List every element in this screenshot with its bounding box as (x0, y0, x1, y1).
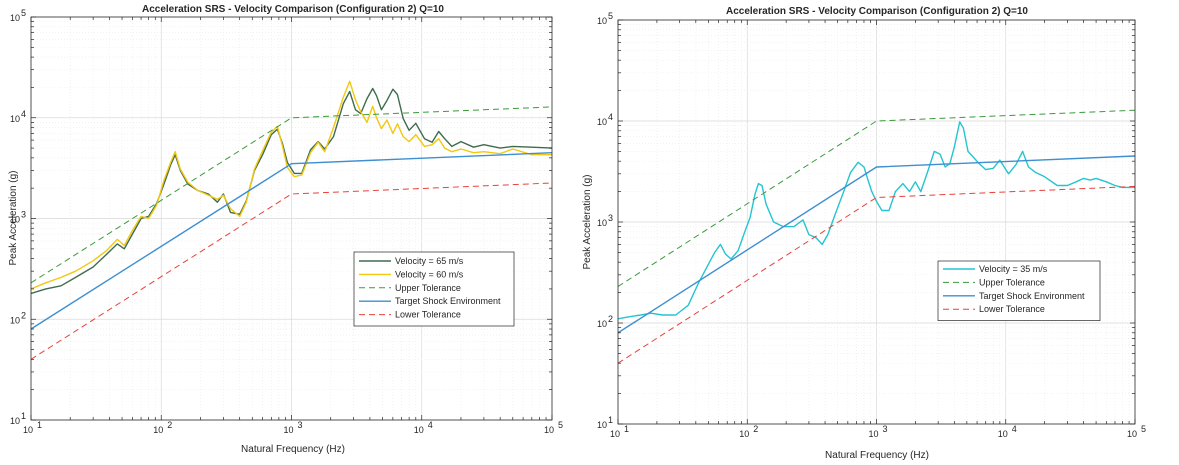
legend-label: Lower Tolerance (395, 310, 461, 320)
chart-left: Acceleration SRS - Velocity Comparison (… (8, 4, 563, 455)
x-axis-label: Natural Frequency (Hz) (241, 444, 345, 455)
legend: Velocity = 35 m/s Upper Tolerance Target S… (937, 260, 1101, 321)
y-tick-label-exponent: 2 (21, 310, 26, 320)
y-tick-label: 10 (10, 416, 20, 426)
y-tick-label: 10 (597, 218, 607, 228)
chart-title: Acceleration SRS - Velocity Comparison (… (142, 4, 444, 15)
x-tick-label: 10 (998, 429, 1008, 439)
series-group (618, 109, 1135, 364)
x-tick-label-exponent: 4 (1012, 424, 1017, 434)
y-tick-label-exponent: 5 (21, 8, 26, 18)
x-tick-label-exponent: 1 (37, 420, 42, 430)
grid (618, 20, 1135, 424)
y-axis-label: Peak Acceleration (g) (8, 170, 19, 265)
y-tick-label-exponent: 3 (21, 210, 26, 220)
y-tick-label-exponent: 2 (608, 314, 613, 324)
series-line-3 (31, 106, 552, 284)
x-tick-label: 10 (544, 425, 554, 435)
legend-label: Velocity = 65 m/s (395, 256, 464, 266)
series-line-4 (31, 152, 552, 330)
y-tick-label: 10 (597, 420, 607, 430)
y-tick-label-exponent: 4 (608, 112, 613, 122)
x-tick-label: 10 (1127, 429, 1137, 439)
y-tick-label: 10 (10, 315, 20, 325)
series-line-3 (618, 155, 1135, 334)
x-tick-label: 10 (23, 425, 33, 435)
x-tick-label-exponent: 2 (167, 420, 172, 430)
series-line-2 (31, 80, 552, 290)
x-tick-label-exponent: 4 (428, 420, 433, 430)
legend-label: Velocity = 60 m/s (395, 269, 464, 279)
y-tick-label: 10 (10, 215, 20, 225)
series-line-5 (31, 182, 552, 360)
y-tick-label: 10 (597, 117, 607, 127)
y-tick-label-exponent: 5 (608, 11, 613, 21)
legend-box (937, 260, 1101, 321)
legend-label: Upper Tolerance (979, 277, 1045, 287)
ticks (617, 19, 1136, 425)
series-line-1 (31, 87, 552, 295)
legend-label: Velocity = 35 m/s (979, 264, 1048, 274)
y-tick-label-exponent: 1 (608, 415, 613, 425)
ticks (30, 16, 553, 421)
x-tick-label: 10 (868, 429, 878, 439)
x-tick-label-exponent: 3 (883, 424, 888, 434)
x-tick-label: 10 (610, 429, 620, 439)
x-tick-label-exponent: 3 (298, 420, 303, 430)
series-line-2 (618, 109, 1135, 287)
chart-right: Acceleration SRS - Velocity Comparison (… (582, 6, 1146, 461)
chart-title: Acceleration SRS - Velocity Comparison (… (726, 6, 1028, 17)
legend-label: Target Shock Environment (979, 291, 1085, 301)
x-tick-label: 10 (283, 425, 293, 435)
series-line-1 (618, 121, 1135, 320)
y-axis-label: Peak Acceleration (g) (582, 174, 593, 269)
y-tick-label: 10 (597, 319, 607, 329)
x-tick-label: 10 (153, 425, 163, 435)
legend-label: Target Shock Environment (395, 296, 501, 306)
legend-label: Upper Tolerance (395, 283, 461, 293)
x-tick-label-exponent: 2 (753, 424, 758, 434)
series-group (31, 80, 552, 360)
legend-label: Lower Tolerance (979, 304, 1045, 314)
y-tick-label: 10 (10, 114, 20, 124)
legend: Velocity = 65 m/s Velocity = 60 m/s Upper … (353, 251, 515, 327)
x-axis-label: Natural Frequency (Hz) (825, 450, 929, 461)
y-tick-label: 10 (10, 13, 20, 23)
legend-box (353, 251, 515, 327)
x-tick-label-exponent: 5 (558, 420, 563, 430)
y-tick-label-exponent: 4 (21, 109, 26, 119)
y-tick-label: 10 (597, 16, 607, 26)
x-tick-label-exponent: 1 (624, 424, 629, 434)
series-line-4 (618, 185, 1135, 364)
x-tick-label-exponent: 5 (1141, 424, 1146, 434)
y-tick-label-exponent: 1 (21, 411, 26, 421)
y-tick-label-exponent: 3 (608, 213, 613, 223)
x-tick-label: 10 (414, 425, 424, 435)
x-tick-label: 10 (739, 429, 749, 439)
